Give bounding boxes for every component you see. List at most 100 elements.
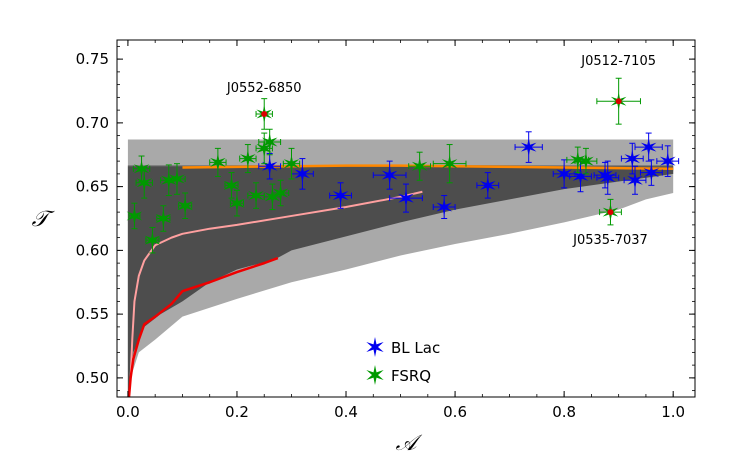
star-marker [210,153,226,172]
star-marker [261,133,278,151]
x-tick-label: 0.2 [225,403,249,421]
point-bl-lac [639,159,663,186]
star-marker [556,164,572,183]
legend-marker [366,365,384,385]
star-marker [136,173,153,192]
star-marker [272,184,289,202]
star-marker [133,159,150,178]
point-fsrq [135,167,153,199]
legend: BL Lac FSRQ [366,337,440,385]
special-marker-dot [607,209,614,216]
point-bl-lac [569,160,592,193]
y-tick-label: 0.50 [76,369,109,387]
star-marker [599,168,616,187]
star-marker [294,164,311,183]
star-marker [283,154,300,173]
star-marker [381,166,398,185]
point-bl-lac [620,142,644,175]
star-marker [411,157,428,176]
y-axis-label: 𝒯 [32,207,56,232]
star-marker [169,169,185,188]
star-marker [144,231,161,250]
star-marker [436,198,452,217]
legend-item-bl-lac: BL Lac [366,337,440,357]
star-marker [659,152,676,171]
x-axis-label: 𝒜 [396,431,423,456]
data-points [126,77,680,254]
annotation-label: J0535-7037 [572,233,648,248]
point-fsrq [263,183,282,211]
legend-item-fsrq: FSRQ [366,365,431,385]
star-marker [624,149,641,168]
point-bl-lac [329,182,352,209]
point-fsrq [258,128,282,156]
point-bl-lac [432,195,456,219]
point-fsrq [432,144,467,184]
star-marker [256,139,273,158]
point-bl-lac [634,132,663,162]
y-tick-label: 0.70 [76,114,109,132]
x-tick-label: 1.0 [661,403,685,421]
regions [127,139,674,397]
point-fsrq [144,226,161,254]
point-fsrq [223,172,240,199]
point-fsrq [126,202,143,230]
y-tick-label: 0.55 [76,305,109,323]
y-tick-label: 0.60 [76,241,109,259]
point-fsrq [177,192,193,219]
legend-marker [366,337,384,357]
point-bl-lac [476,172,500,199]
annotations: J0552-6850 J0512-7105 J0535-7037 [226,54,656,248]
special-marker-dot [261,110,268,117]
star-marker [126,206,143,225]
point-fsrq [209,147,227,177]
x-tick-label: 0.0 [116,403,140,421]
star-marker [155,209,172,228]
star-marker [572,167,589,186]
point-special [255,98,273,130]
point-bl-lac [514,131,543,163]
model-curve-3 [127,256,279,397]
point-fsrq [574,147,598,175]
star-marker [398,189,414,208]
y-tick-label: 0.75 [76,50,109,68]
model-curve-2 [129,190,423,378]
point-special [599,198,622,226]
point-fsrq [155,205,172,232]
point-bl-lac [372,160,407,190]
star-marker [229,194,245,213]
star-marker [627,171,643,190]
plot-frame [116,39,696,398]
point-bl-lac [389,183,423,213]
point-bl-lac [552,159,576,189]
x-tick-label: 0.8 [552,403,576,421]
point-bl-lac [623,165,647,195]
star-marker [248,186,264,205]
axis-ticks: 0.0 0.2 0.4 0.6 0.8 1.0 0.50 0.55 0.60 0.65 0.70 0.… [76,40,695,421]
point-fsrq [408,151,432,181]
point-special [596,77,641,125]
star-marker [261,157,278,176]
annotation-label: J0512-7105 [580,54,656,69]
star-marker [332,186,349,205]
annotation-label: J0552-6850 [226,81,302,96]
special-marker-dot [615,98,622,105]
point-fsrq [282,147,301,180]
star-marker [240,149,256,168]
star-marker [177,196,193,215]
legend-label: FSRQ [391,367,431,385]
point-fsrq [229,189,245,217]
region-dark-band [127,166,674,397]
point-fsrq [239,144,257,174]
point-bl-lac [656,145,680,177]
star-marker [643,163,660,182]
x-tick-label: 0.4 [334,403,358,421]
star-marker [223,176,240,195]
star-marker [569,150,586,169]
star-marker [640,138,657,157]
legend-label: BL Lac [391,339,440,357]
point-fsrq [168,163,186,195]
star-marker [520,138,537,157]
star-marker [578,152,594,171]
